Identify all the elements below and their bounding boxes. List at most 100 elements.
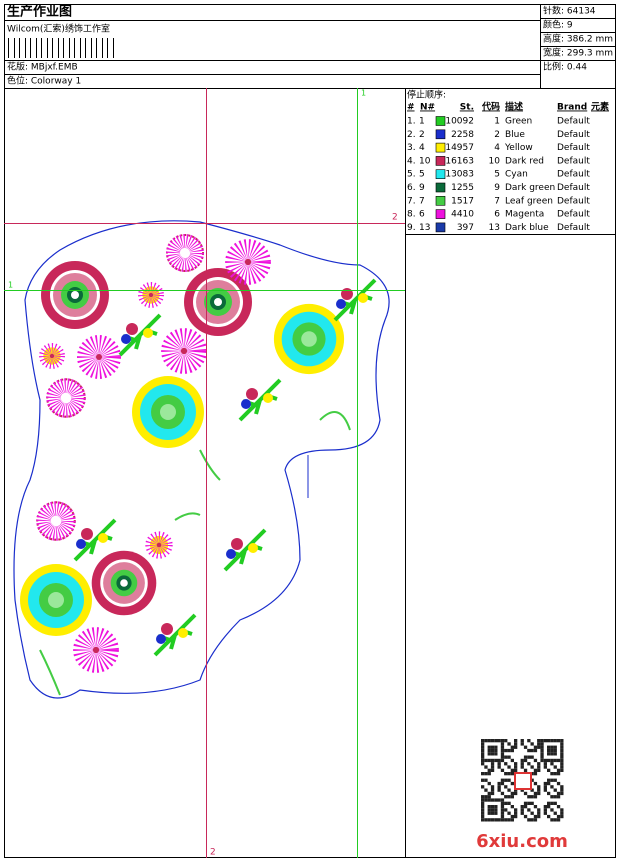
- qr-cell: [553, 811, 557, 815]
- bar: [52, 38, 53, 58]
- qr-cell: [533, 768, 538, 772]
- qr-cell: [560, 811, 564, 815]
- colorway: 色位: Colorway 1: [7, 75, 81, 87]
- qr-cell: [540, 758, 544, 763]
- bar: [102, 38, 103, 58]
- code: 6: [494, 210, 500, 220]
- qr-cell: [484, 739, 488, 743]
- qr-cell: [510, 818, 514, 822]
- qr-cell: [530, 778, 534, 782]
- qr-cell: [494, 818, 498, 822]
- qr-cell: [490, 805, 495, 809]
- qr-cell: [560, 739, 564, 743]
- qr-cell: [487, 772, 491, 776]
- qr-cell: [550, 801, 554, 805]
- qr-cell: [504, 755, 508, 759]
- qr-cell: [500, 752, 505, 756]
- bar: [25, 38, 26, 58]
- qr-cell: [490, 765, 495, 769]
- qr-cell: [494, 805, 498, 809]
- stitches: 16163: [445, 156, 474, 166]
- qr-cell: [500, 742, 505, 746]
- qr-cell: [481, 801, 485, 805]
- qr-cell: [487, 752, 491, 756]
- qr-cell: [487, 798, 491, 802]
- qr-cell: [543, 811, 547, 815]
- qr-cell: [553, 745, 557, 749]
- qr-cell: [481, 745, 485, 749]
- qr-cell: [481, 798, 485, 802]
- qr-cell: [481, 785, 485, 789]
- qr-cell: [530, 772, 534, 776]
- qr-cell: [547, 758, 551, 763]
- stat: 高度: 386.2 mm: [543, 33, 613, 45]
- qr-cell: [533, 748, 538, 753]
- qr-cell: [507, 748, 511, 753]
- code: 7: [494, 196, 500, 206]
- qr-cell: [490, 788, 495, 792]
- qr-cell: [497, 798, 501, 802]
- qr-cell: [481, 739, 485, 743]
- qr-cell: [556, 772, 561, 776]
- qr-cell: [527, 748, 531, 753]
- qr-cell: [560, 788, 564, 792]
- stitches: 13083: [445, 170, 474, 180]
- qr-cell: [550, 758, 554, 763]
- qr-cell: [504, 739, 508, 743]
- bar: [19, 38, 20, 58]
- qr-cell: [500, 781, 505, 786]
- qr-cell: [537, 768, 541, 772]
- qr-cell: [530, 748, 534, 753]
- qr-cell: [537, 739, 541, 743]
- qr-cell: [504, 818, 508, 822]
- qr-cell: [500, 768, 505, 772]
- qr-cell: [510, 791, 514, 796]
- qr-cell: [487, 795, 491, 799]
- color-name: Blue: [505, 130, 525, 140]
- seq: 1.: [407, 117, 416, 127]
- qr-cell: [543, 781, 547, 786]
- qr-cell: [514, 788, 518, 792]
- qr-cell: [560, 745, 564, 749]
- qr-cell: [560, 808, 564, 812]
- swatch: [435, 222, 446, 233]
- code: 1: [494, 117, 500, 127]
- qr-cell: [553, 772, 557, 776]
- qr-cell: [547, 801, 551, 805]
- qr-cell: [487, 791, 491, 796]
- qr-cell: [487, 758, 491, 763]
- qr-cell: [560, 748, 564, 753]
- qr-cell: [490, 745, 495, 749]
- color-name: Green: [505, 117, 532, 127]
- qr-cell: [533, 745, 538, 749]
- qr-cell: [530, 788, 534, 792]
- qr-logo: [514, 772, 532, 790]
- needle: 5: [419, 170, 425, 180]
- qr-cell: [507, 778, 511, 782]
- qr-cell: [507, 818, 511, 822]
- swatch: [435, 182, 446, 193]
- qr-cell: [481, 742, 485, 746]
- needle: 9: [419, 183, 425, 193]
- brand: Default: [557, 223, 590, 233]
- qr-cell: [507, 755, 511, 759]
- qr-cell: [484, 765, 488, 769]
- brand: Default: [557, 143, 590, 153]
- qr-cell: [520, 762, 524, 766]
- qr-cell: [537, 808, 541, 812]
- qr-cell: [514, 762, 518, 766]
- qr-cell: [500, 808, 505, 812]
- qr-cell: [560, 758, 564, 763]
- qr-cell: [510, 748, 514, 753]
- qr-cell: [550, 778, 554, 782]
- qr-cell: [487, 745, 491, 749]
- qr-cell: [560, 814, 564, 819]
- qr-cell: [494, 745, 498, 749]
- needle: 1: [419, 117, 425, 127]
- qr-cell: [553, 758, 557, 763]
- qr-cell: [500, 805, 505, 809]
- qr-cell: [537, 762, 541, 766]
- qr-cell: [504, 795, 508, 799]
- bar: [107, 38, 108, 58]
- qr-cell: [523, 814, 528, 819]
